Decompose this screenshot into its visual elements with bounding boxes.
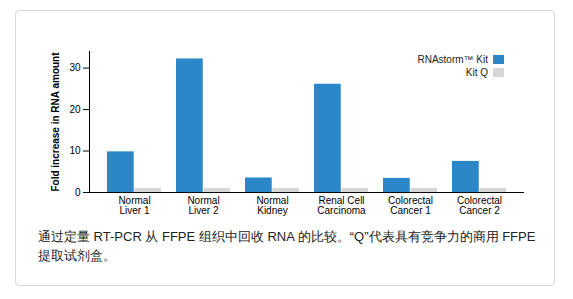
svg-text:30: 30 <box>69 62 81 73</box>
svg-text:NormalLiver 1: NormalLiver 1 <box>118 195 150 216</box>
svg-text:NormalKidney: NormalKidney <box>256 195 288 216</box>
html-text:Kit Q: Kit Q <box>465 67 488 78</box>
svg-text:ColorectalCancer 2: ColorectalCancer 2 <box>457 195 502 216</box>
svg-text:ColorectalCancer 1: ColorectalCancer 1 <box>388 195 433 216</box>
svg-text:Fold increase in RNA amount: Fold increase in RNA amount <box>50 52 61 192</box>
html-text:RNAstorm™ Kit: RNAstorm™ Kit <box>417 54 488 65</box>
svg-text:Renal CellCarcinoma: Renal CellCarcinoma <box>317 195 366 216</box>
svg-text:0: 0 <box>75 187 81 198</box>
html-text:通过定量 RT-PCR 从 FFPE 组织中回收 RNA 的: 通过定量 RT-PCR 从 FFPE 组织中回收 RNA 的比较。“Q”代表具有… <box>38 229 536 263</box>
svg-text:20: 20 <box>69 104 81 115</box>
svg-text:10: 10 <box>69 145 81 156</box>
svg-text:NormalLiver 2: NormalLiver 2 <box>187 195 219 216</box>
